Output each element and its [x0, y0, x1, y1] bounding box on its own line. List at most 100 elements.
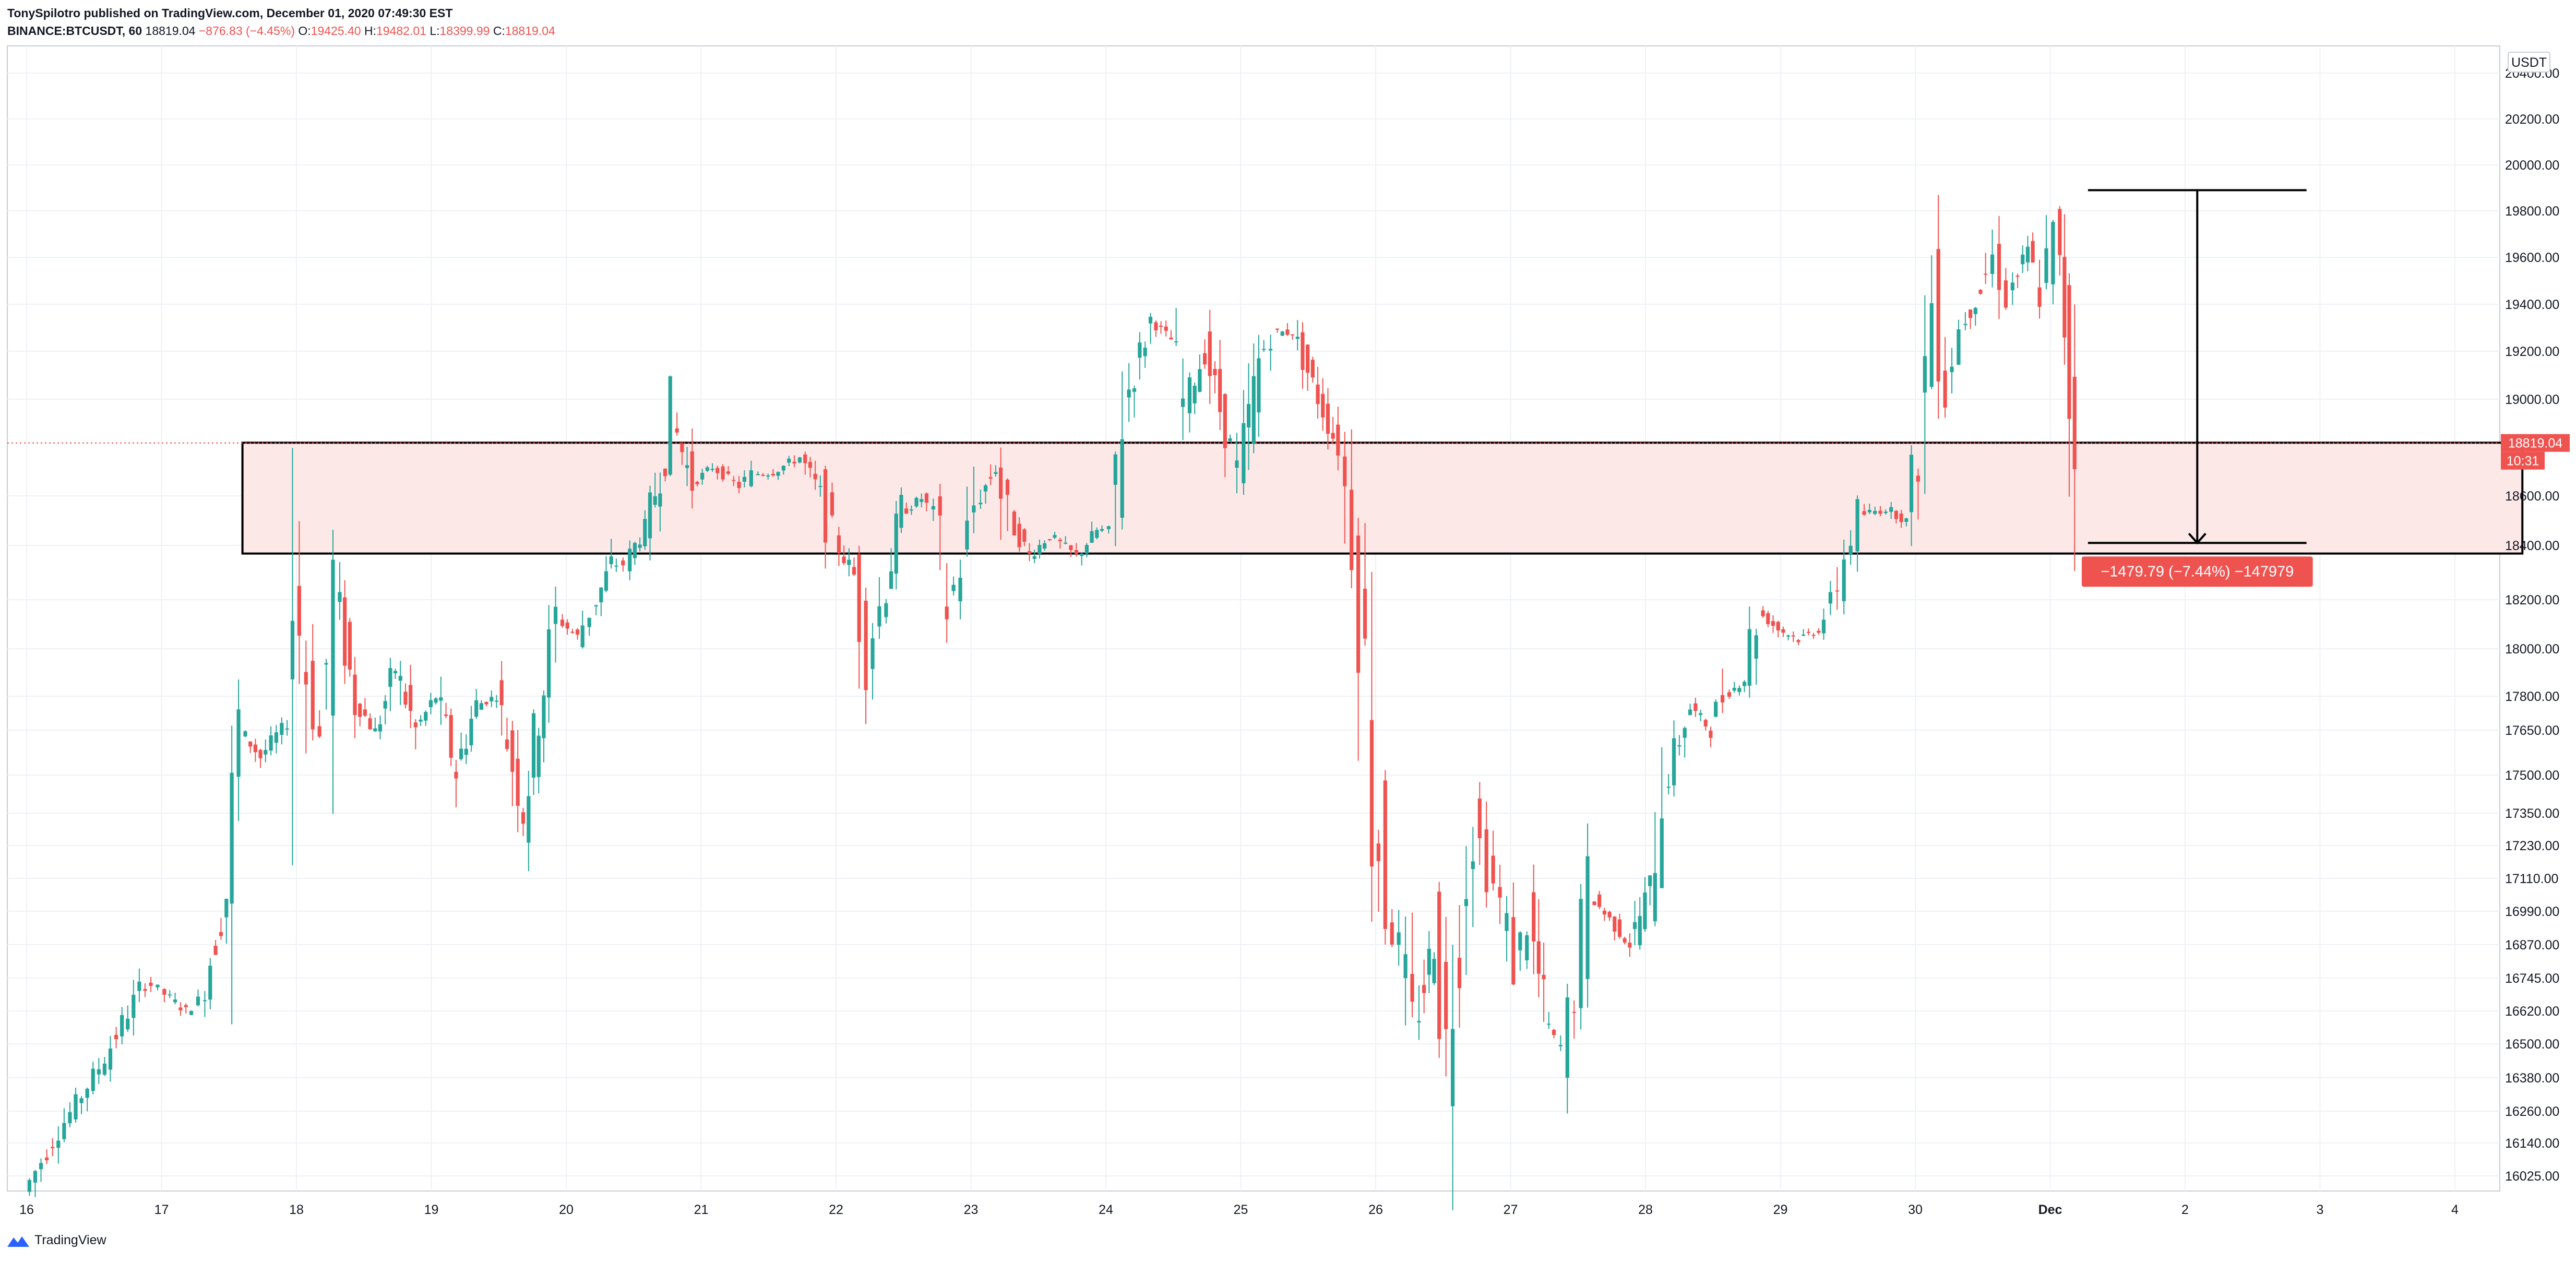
candle-body: [742, 477, 747, 482]
candle-body: [1138, 342, 1142, 358]
candle-body: [951, 585, 956, 591]
candle-body: [1997, 244, 2001, 290]
candle-body: [1643, 892, 1647, 930]
candle-body: [290, 621, 295, 680]
candle-body: [114, 1034, 118, 1040]
candle-body: [236, 709, 241, 777]
candle-body: [280, 723, 284, 735]
candle-body: [285, 728, 289, 730]
candle-body: [1796, 640, 1800, 642]
candle-body: [1855, 499, 1859, 552]
price-tick-label: 18200.00: [2505, 593, 2559, 608]
candle-body: [1579, 899, 1583, 1008]
candle-body: [338, 592, 342, 602]
price-tick-label: 19400.00: [2505, 297, 2559, 312]
candle-body: [1363, 588, 1367, 639]
candle-body: [1106, 526, 1111, 529]
candle-body: [628, 549, 632, 572]
price-tick-label: 18600.00: [2505, 489, 2559, 504]
price-tick-label: 18400.00: [2505, 539, 2559, 553]
candle-body: [889, 571, 893, 589]
candle-body: [920, 499, 924, 502]
candle-body: [1187, 377, 1192, 413]
candle-body: [1316, 384, 1320, 404]
candle-body: [1688, 709, 1692, 715]
price-tick-label: 16745.00: [2505, 971, 2559, 986]
candle-body: [1754, 635, 1758, 659]
candle-body: [972, 505, 976, 513]
candle-body: [1422, 985, 1426, 993]
candle-body: [1321, 394, 1325, 418]
candle-body: [2051, 222, 2055, 284]
candle-body: [877, 606, 881, 627]
candle-body: [781, 466, 786, 471]
candle-body: [1889, 507, 1893, 512]
ohlc-line: BINANCE:BTCUSDT, 60 18819.04 −876.83 (−4…: [7, 22, 555, 40]
price-tick-label: 17500.00: [2505, 768, 2559, 783]
candle-body: [1817, 630, 1821, 633]
change-value: −876.83 (−4.45%): [198, 24, 295, 38]
candle-body: [213, 946, 218, 955]
candle-body: [1120, 439, 1124, 518]
candle-body: [1781, 629, 1785, 633]
price-tick-label: 17800.00: [2505, 689, 2559, 704]
candle-body: [208, 966, 212, 1000]
candles: [27, 195, 2077, 1210]
candle-body: [1437, 891, 1441, 1039]
price-tick-label: 17230.00: [2505, 839, 2559, 853]
candle-body: [459, 748, 463, 759]
candle-body: [1766, 613, 1770, 624]
candle-body: [1835, 590, 1839, 592]
low-value: 18399.99: [439, 24, 490, 38]
candle-body: [1542, 974, 1546, 980]
candle-body: [1148, 316, 1153, 324]
candle-body: [274, 732, 279, 743]
candle-body: [1648, 875, 1652, 886]
candle-body: [1617, 919, 1622, 937]
candle-body: [424, 712, 428, 721]
candle-body: [904, 508, 909, 514]
candle-body: [983, 485, 988, 492]
candle-body: [74, 1094, 78, 1120]
candle-body: [1536, 941, 1541, 974]
candle-body: [156, 984, 160, 987]
candle-body: [715, 468, 720, 473]
candle-body: [1694, 703, 1698, 711]
candle-body: [695, 482, 699, 484]
candle-body: [219, 932, 223, 936]
candle-body: [1511, 917, 1516, 985]
price-tick-label: 16500.00: [2505, 1037, 2559, 1052]
candle-body: [317, 726, 321, 737]
candle-body: [958, 577, 962, 602]
candle-body: [653, 496, 657, 505]
candle-body: [484, 701, 488, 705]
candle-body: [173, 999, 177, 1003]
candle-body: [792, 461, 796, 464]
candle-body: [884, 603, 888, 617]
candle-body: [1894, 510, 1898, 519]
candle-body: [1628, 943, 1632, 948]
candle-body: [1806, 632, 1810, 633]
candle-body: [1053, 534, 1057, 538]
chart-header: TonySpilotro published on TradingView.co…: [7, 4, 555, 40]
candle-body: [353, 674, 357, 716]
candle-body: [1100, 529, 1104, 531]
candle-body: [1957, 329, 1961, 365]
candle-body: [837, 535, 841, 553]
candle-body: [409, 685, 413, 711]
candle-body: [818, 486, 822, 487]
candle-body: [1747, 629, 1751, 686]
candle-body: [1295, 337, 1299, 339]
candle-body: [1878, 510, 1882, 514]
support-zone-box: [241, 442, 2524, 555]
candle-body: [1990, 254, 1995, 274]
price-tick-label: 16260.00: [2505, 1104, 2559, 1119]
candle-body: [864, 600, 868, 690]
candle-body: [1984, 273, 1988, 275]
time-tick-label: 4: [2451, 1203, 2459, 1217]
price-tick-label: 16620.00: [2505, 1004, 2559, 1019]
tradingview-logo-icon: [7, 1236, 29, 1247]
candle-body: [1228, 438, 1232, 441]
candle-body: [196, 996, 200, 1006]
